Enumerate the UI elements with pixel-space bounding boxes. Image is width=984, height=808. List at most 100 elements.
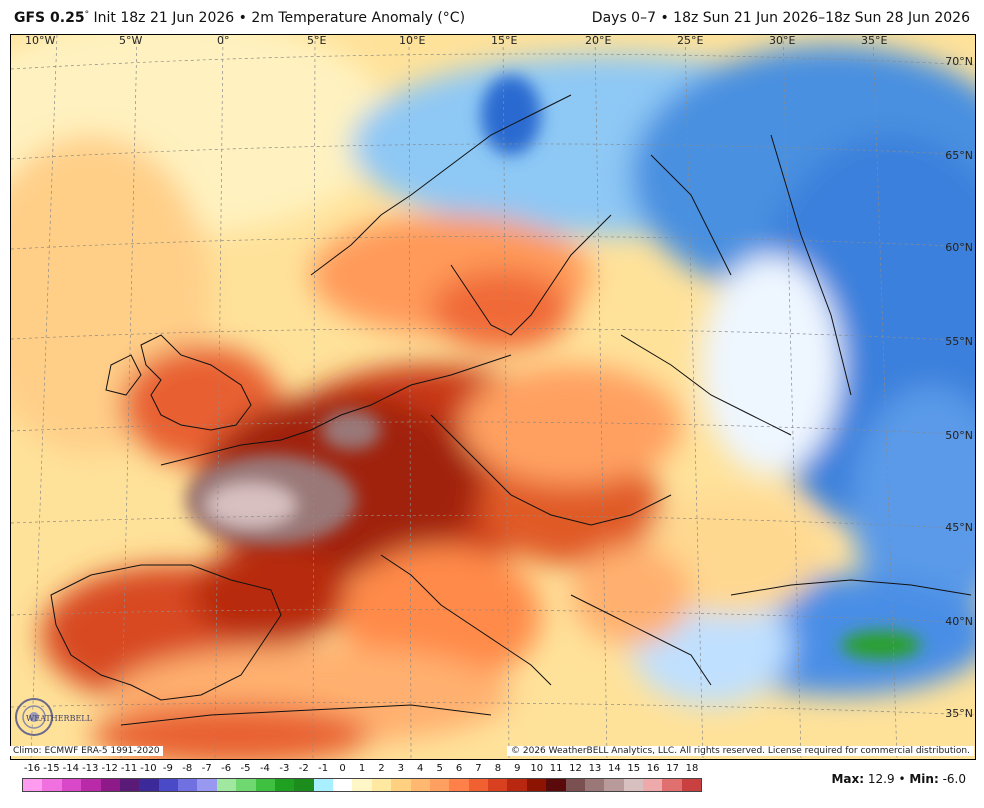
lat-label: 55°N [945,335,973,348]
lat-label: 35°N [945,707,973,720]
lat-label: 45°N [945,521,973,534]
colorbar-swatch [255,779,275,791]
colorbar-swatch [681,779,702,791]
colorbar-tick-label: 10 [530,763,544,774]
colorbar-tick-label: 3 [397,763,404,774]
colorbar-swatch [81,779,101,791]
colorbar-swatch [274,779,295,791]
colorbar-tick-label: 17 [666,763,679,774]
anomaly-field [11,35,975,759]
colorbar-swatch [333,779,353,791]
climo-note: Climo: ECMWF ERA-5 1991-2020 [10,746,163,756]
colorbar-swatch [42,779,62,791]
colorbar-swatch [139,779,159,791]
lat-label: 50°N [945,429,973,442]
colorbar-swatch [623,779,643,791]
graticule [11,35,975,759]
init-time: Init 18z 21 Jun 2026 [93,10,235,26]
colorbar-swatch [371,779,392,791]
map-canvas: 10°W 5°W 0° 5°E 10°E 15°E 20°E 25°E 30°E… [11,35,975,759]
colorbar-tick-label: 16 [646,763,660,774]
colorbar-swatch [584,779,605,791]
colorbar-tick-label: -5 [240,763,251,774]
colorbar-tick-label: 18 [685,763,699,774]
colorbar-swatch [313,779,333,791]
colorbar-swatch [100,779,120,791]
lon-label: 30°E [769,35,795,47]
stats-bullet: • [898,772,906,786]
colorbar-swatch [119,779,140,791]
colorbar-tick-label: -10 [140,763,157,774]
colorbar-swatch [410,779,430,791]
colorbar-tick-label: -2 [298,763,309,774]
header: GFS 0.25° Init 18z 21 Jun 2026 • 2m Temp… [0,0,984,34]
lon-label: 20°E [585,35,611,47]
lon-label: 25°E [677,35,703,47]
colorbar-swatch [158,779,178,791]
colorbar-swatch [294,779,314,791]
colorbar-swatch [565,779,585,791]
min-value: -6.0 [942,772,966,786]
colorbar-tick-label: 12 [569,763,582,774]
latitude-labels: 70°N 65°N 60°N 55°N 50°N 45°N 40°N 35°N [945,55,973,720]
colorbar-swatch [449,779,469,791]
model-name: GFS 0.25 [14,10,85,26]
lon-label: 15°E [491,35,517,47]
colorbar-tick-label: 9 [514,763,521,774]
colorbar-swatch [429,779,450,791]
colorbar-tick-label: 13 [588,763,602,774]
logo-text: WEATHERBELL [26,714,93,723]
title-bullet: • [238,10,247,26]
field-name: 2m Temperature Anomaly (°C) [251,10,466,26]
colorbar-swatch [468,779,488,791]
colorbar-tick-label: -15 [43,763,60,774]
colorbar-tick-label: -6 [221,763,232,774]
colorbar-tick-label: -3 [279,763,290,774]
colorbar-swatch [662,779,682,791]
map-title: GFS 0.25° Init 18z 21 Jun 2026 • 2m Temp… [14,10,466,26]
colorbar-tick-label: 14 [607,763,621,774]
colorbar-swatches [22,778,702,792]
colorbar-tick-label: -13 [82,763,99,774]
colorbar-tick-label: 7 [475,763,482,774]
colorbar-labels: -16 -15 -14 -13 -12 -11 -10 -9 -8 -7 -6 -5 -4 -3 -2 -1 0… [22,762,702,776]
colorbar-tick-label: -4 [259,763,270,774]
colorbar-tick-label: -11 [120,763,138,774]
colorbar-tick-label: 8 [494,763,502,774]
colorbar-swatch [236,779,256,791]
lon-label: 5°E [307,35,326,47]
colorbar-tick-label: 11 [549,763,563,774]
colorbar-tick-label: 4 [417,763,424,774]
colorbar-swatch [216,779,237,791]
colorbar-swatch [178,779,198,791]
min-label: Min: [909,772,939,786]
colorbar-tick-label: 2 [378,763,385,774]
lat-label: 65°N [945,149,973,162]
lat-label: 70°N [945,55,973,68]
valid-period: Days 0–7 • 18z Sun 21 Jun 2026–18z Sun 2… [591,10,970,26]
colorbar-swatch [546,779,566,791]
coastlines [50,94,972,726]
colorbar-tick-label: 5 [436,763,443,774]
colorbar-tick-label: 0 [339,763,346,774]
colorbar-tick-label: -9 [162,763,173,774]
lon-label: 0° [217,35,230,47]
colorbar-swatch [643,779,663,791]
colorbar-tick-label: -8 [182,763,193,774]
colorbar-tick-label: -14 [62,763,79,774]
max-min-stats: Max: 12.9 • Min: -6.0 [831,772,966,786]
colorbar-tick-label: -7 [201,763,212,774]
colorbar-tick-label: -1 [318,763,329,774]
colorbar-swatch [197,779,217,791]
colorbar-swatch [488,779,508,791]
lon-label: 35°E [861,35,887,47]
colorbar-swatch [604,779,624,791]
lat-label: 60°N [945,241,973,254]
colorbar-legend: -16 -15 -14 -13 -12 -11 -10 -9 -8 -7 -6 -5 -4 -3 -2 -1 0… [22,762,702,802]
max-label: Max: [831,772,865,786]
longitude-labels: 10°W 5°W 0° 5°E 10°E 15°E 20°E 25°E 30°E… [25,35,887,47]
colorbar-swatch [507,779,527,791]
colorbar-swatch [526,779,547,791]
max-value: 12.9 [867,772,895,786]
lon-label: 10°E [399,35,425,47]
